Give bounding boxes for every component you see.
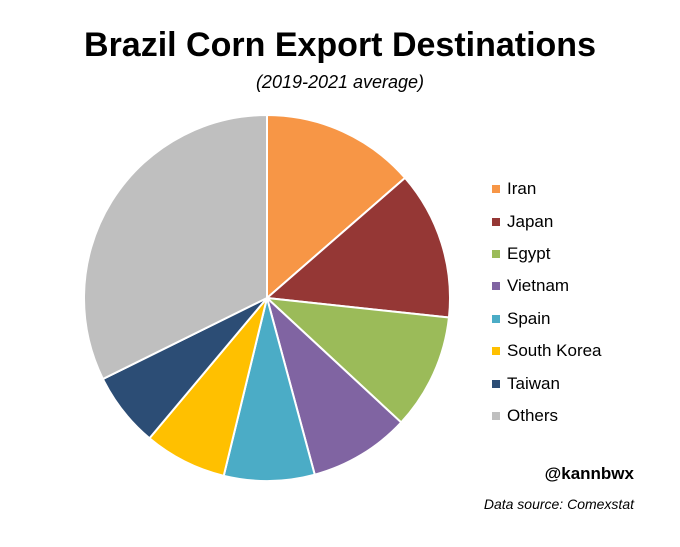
legend-swatch [492, 282, 500, 291]
chart-title: Brazil Corn Export Destinations [84, 26, 596, 64]
chart-subtitle: (2019-2021 average) [255, 72, 425, 92]
legend-label: Egypt [507, 243, 551, 263]
legend-swatch [492, 347, 500, 356]
legend-label: Vietnam [507, 276, 570, 296]
pie-slice-others [83, 114, 268, 381]
legend-swatch [492, 217, 500, 226]
pie-slice-iran [266, 114, 407, 299]
legend-label: South Korea [507, 341, 602, 361]
legend-label: Japan [507, 211, 554, 231]
legend-label: Spain [507, 308, 551, 328]
legend-item-vietnam: Vietnam [492, 270, 662, 302]
chart-legend: Iran Japan Egypt Vietnam Spain South Korea Tai… [492, 173, 662, 432]
legend-swatch [492, 411, 500, 420]
legend-item-south-korea: South Korea [492, 335, 662, 367]
legend-swatch [492, 314, 500, 323]
legend-item-spain: Spain [492, 303, 662, 335]
legend-label: Iran [507, 179, 537, 199]
legend-swatch [492, 249, 500, 258]
legend-swatch [492, 379, 500, 388]
legend-item-egypt: Egypt [492, 238, 662, 270]
pie-slice-spain [222, 297, 316, 482]
legend-label: Others [507, 405, 559, 425]
pie-slice-vietnam [266, 297, 403, 476]
author-handle: @kannbwx [544, 464, 634, 483]
legend-item-iran: Iran [492, 173, 662, 205]
legend-item-japan: Japan [492, 205, 662, 237]
legend-swatch [492, 185, 500, 194]
pie-slice-egypt [266, 297, 450, 424]
legend-item-taiwan: Taiwan [492, 367, 662, 399]
data-source-note: Data source: Comexstat [483, 496, 634, 512]
legend-label: Taiwan [507, 373, 560, 393]
pie-slice-japan [266, 176, 451, 319]
legend-item-others: Others [492, 400, 662, 432]
